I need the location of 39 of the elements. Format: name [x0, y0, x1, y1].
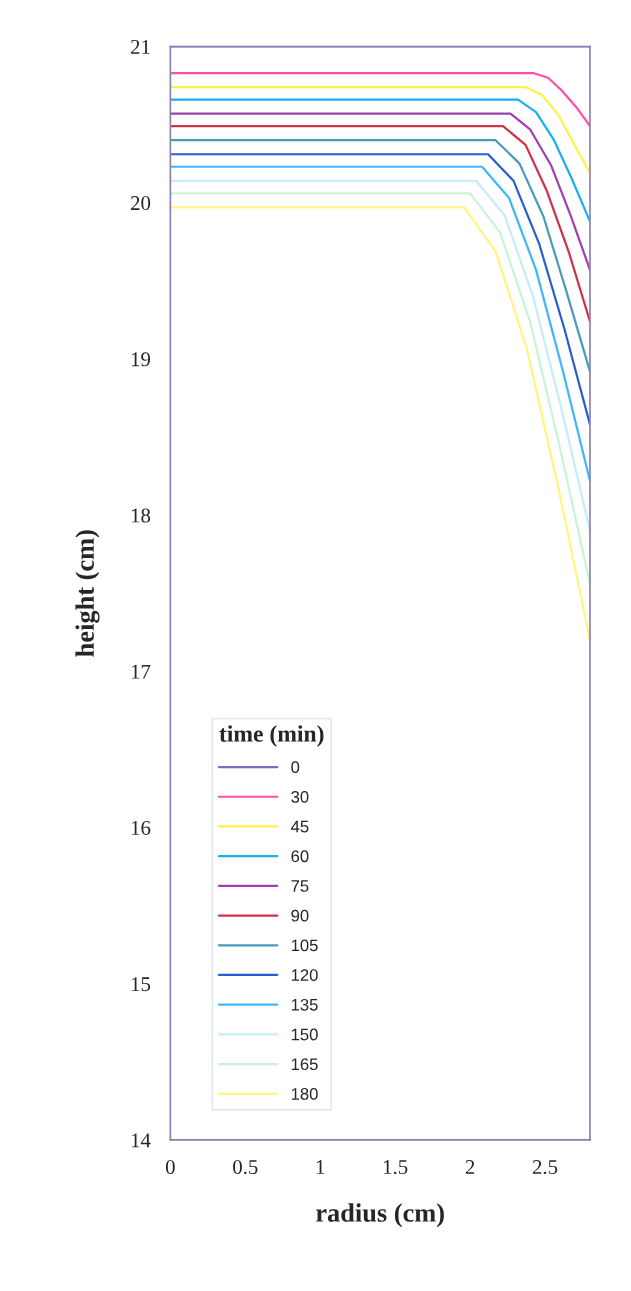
- line-series: [170, 165, 590, 482]
- x-tick-label: 1.5: [383, 1160, 408, 1175]
- legend-label: 60: [291, 850, 309, 863]
- x-axis-title: radius (cm): [316, 1203, 444, 1228]
- y-tick-label: 19: [131, 352, 151, 367]
- legend-label: 75: [291, 880, 309, 892]
- y-tick-label: 18: [131, 508, 151, 523]
- line-series: [170, 71, 590, 128]
- legend-label: 0: [291, 761, 300, 774]
- y-axis-title: height (cm): [75, 530, 100, 657]
- y-tick-label: 15: [131, 977, 151, 992]
- legend-label: 30: [291, 790, 309, 803]
- legend-label: 120: [291, 969, 318, 981]
- y-tick-label: 17: [131, 664, 151, 679]
- line-series: [170, 112, 590, 271]
- x-tick-label: 2: [465, 1160, 475, 1174]
- x-tick-label: 2.5: [532, 1160, 558, 1175]
- y-tick-label: 21: [131, 39, 150, 54]
- line-series: [170, 139, 590, 373]
- legend-label: 105: [291, 939, 318, 952]
- y-tick-label: 20: [131, 196, 151, 211]
- line-series: [170, 192, 590, 585]
- y-tick-label: 14: [131, 1133, 151, 1148]
- line-series: [170, 98, 590, 223]
- y-tick-label: 16: [131, 820, 151, 835]
- legend-label: 45: [290, 820, 309, 833]
- line-series: [170, 179, 590, 532]
- x-tick-label: 0: [165, 1160, 175, 1175]
- legend-label: 135: [291, 998, 318, 1011]
- legend-label: 90: [291, 909, 309, 922]
- x-tick-label: 1: [316, 1160, 325, 1174]
- legend-label: 150: [291, 1028, 318, 1041]
- line-series: [170, 125, 590, 323]
- legend-label: 165: [291, 1058, 318, 1071]
- legend-title: time (min): [219, 725, 324, 747]
- x-tick-label: 0.5: [233, 1160, 258, 1175]
- line-series: [170, 85, 590, 175]
- legend-label: 180: [291, 1087, 318, 1100]
- line-series: [170, 153, 590, 426]
